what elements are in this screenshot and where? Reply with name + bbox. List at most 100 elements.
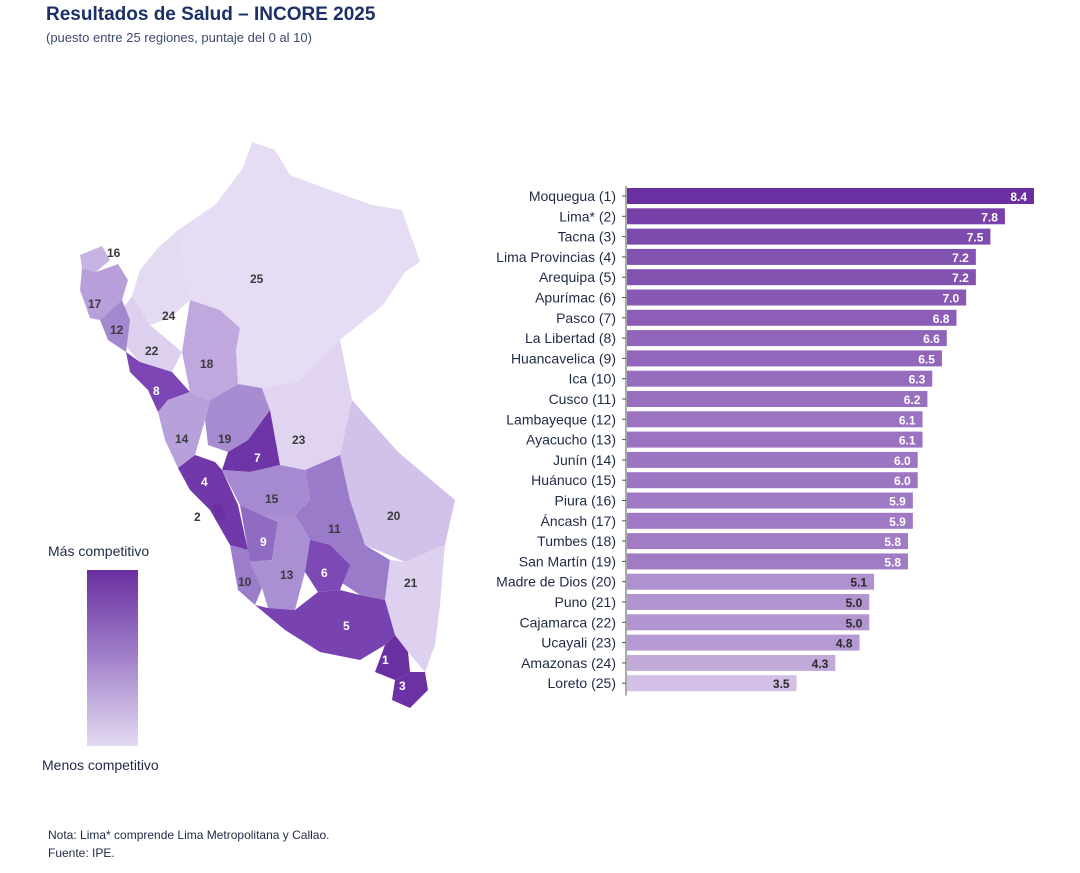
region-label-1: 1: [382, 653, 389, 667]
category-label: Huancavelica (9): [511, 350, 616, 366]
category-label: Pasco (7): [556, 310, 616, 326]
region-label-11: 11: [328, 522, 341, 536]
category-label: La Libertad (8): [525, 330, 616, 346]
legend-high-label: Más competitivo: [48, 543, 150, 559]
value-label: 6.0: [894, 454, 911, 468]
category-label: San Martín (19): [519, 553, 616, 569]
category-label: Junín (14): [553, 452, 616, 468]
region-2: [212, 503, 226, 520]
bar: [627, 472, 918, 489]
region-label-12: 12: [110, 323, 124, 337]
category-label: Arequipa (5): [539, 269, 616, 285]
region-20: [340, 400, 455, 562]
category-label: Amazonas (24): [521, 655, 616, 671]
region-3: [392, 672, 428, 708]
region-16: [80, 246, 110, 272]
region-8: [126, 352, 190, 412]
region-label-18: 18: [200, 357, 214, 371]
value-label: 7.2: [952, 271, 969, 285]
region-9: [240, 505, 278, 562]
bar: [627, 533, 909, 550]
value-label: 5.0: [846, 596, 863, 610]
value-label: 5.9: [889, 495, 906, 509]
bar: [627, 350, 942, 367]
region-label-10: 10: [238, 575, 252, 589]
chart-title: Resultados de Salud – INCORE 2025: [46, 4, 376, 25]
region-label-24: 24: [162, 309, 176, 323]
region-label-17: 17: [88, 297, 102, 311]
region-label-14: 14: [175, 432, 189, 446]
region-label-2: 2: [194, 510, 201, 524]
bar: [627, 269, 976, 286]
region-label-7: 7: [254, 451, 261, 465]
bar: [627, 512, 913, 529]
category-label: Áncash (17): [541, 513, 616, 529]
category-label: Loreto (25): [548, 675, 616, 691]
legend-low-label: Menos competitivo: [42, 757, 159, 773]
bar: [627, 553, 909, 570]
region-25: [178, 142, 420, 388]
region-number-labels: 16 17 12 24 25 22 18 8 14 19 23 7 4 2 15…: [88, 246, 418, 693]
category-label: Ucayali (23): [541, 635, 616, 651]
bar: [627, 451, 918, 468]
region-24: [132, 230, 190, 325]
bar: [627, 573, 875, 590]
region-14: [158, 392, 210, 468]
region-label-3: 3: [399, 679, 406, 693]
region-label-20: 20: [387, 509, 401, 523]
region-label-19: 19: [218, 432, 232, 446]
region-label-23: 23: [292, 433, 306, 447]
region-4: [178, 455, 248, 550]
region-label-4: 4: [201, 475, 208, 489]
bar: [627, 208, 1005, 225]
legend-color-scale: [87, 570, 138, 746]
ranking-bar-chart: Moquegua (1) 8.4 Lima* (2) 7.8 Tacna (3) 7.5 L…: [496, 186, 1034, 696]
value-label: 7.5: [967, 231, 984, 245]
bar: [627, 188, 1034, 204]
footnote: Nota: Lima* comprende Lima Metropolitana…: [48, 826, 329, 862]
region-13: [250, 515, 310, 610]
value-label: 6.8: [933, 312, 950, 326]
value-label: 4.3: [812, 657, 829, 671]
value-label: 6.6: [923, 332, 940, 346]
footnote-source: Fuente: IPE.: [48, 846, 115, 860]
value-label: 6.0: [894, 474, 911, 488]
region-22: [115, 296, 182, 372]
value-label: 6.1: [899, 434, 916, 448]
region-5: [255, 590, 395, 660]
region-label-13: 13: [280, 568, 294, 582]
bar: [627, 654, 836, 671]
region-10: [230, 545, 262, 605]
region-label-5: 5: [343, 619, 350, 633]
region-7: [222, 410, 280, 472]
category-label: Ayacucho (13): [526, 432, 616, 448]
category-label: Cusco (11): [549, 391, 616, 407]
value-label: 4.8: [836, 637, 853, 651]
region-23: [262, 340, 352, 470]
category-label: Cajamarca (22): [520, 614, 616, 630]
region-12: [100, 300, 130, 352]
region-15: [222, 465, 310, 515]
bar: [627, 634, 860, 651]
category-label: Lima Provincias (4): [496, 249, 616, 265]
bar: [627, 309, 957, 326]
value-label: 5.8: [884, 535, 901, 549]
value-label: 3.5: [773, 677, 790, 691]
category-label: Puno (21): [555, 594, 616, 610]
bar: [627, 594, 870, 610]
region-label-15: 15: [265, 492, 279, 506]
value-label: 7.8: [981, 210, 998, 224]
region-11: [295, 455, 390, 600]
category-label: Ica (10): [569, 371, 616, 387]
bar: [627, 228, 991, 245]
category-label: Piura (16): [555, 493, 616, 509]
region-19: [205, 384, 270, 452]
value-label: 5.1: [850, 576, 867, 590]
category-label: Apurímac (6): [535, 290, 616, 306]
value-label: 5.9: [889, 515, 906, 529]
bar: [627, 248, 976, 265]
value-label: 6.5: [918, 352, 935, 366]
value-label: 8.4: [1010, 190, 1027, 204]
bar: [627, 675, 797, 692]
value-label: 5.0: [846, 616, 863, 630]
